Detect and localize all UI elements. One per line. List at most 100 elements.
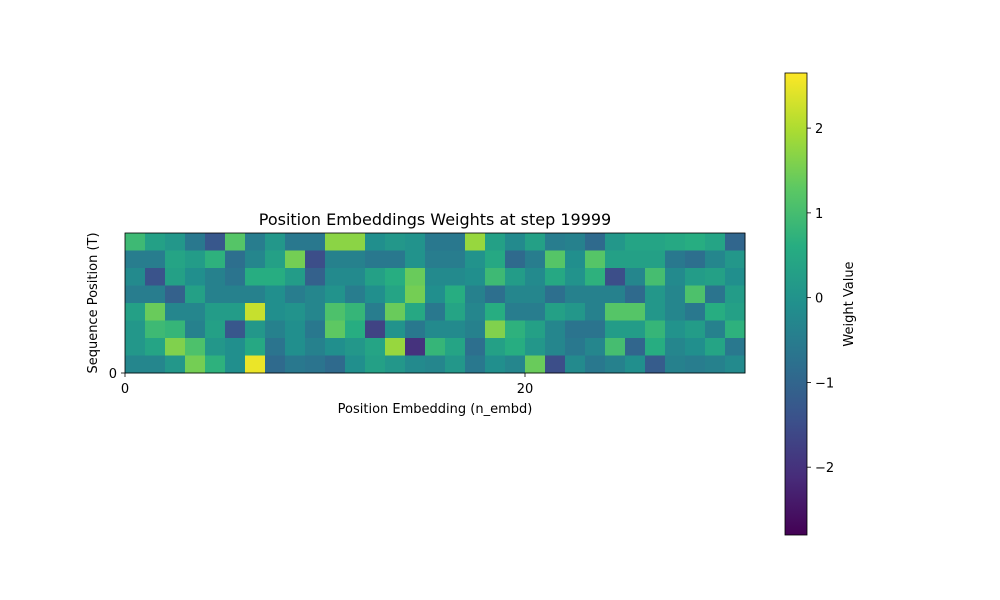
heatmap-cell [665, 320, 686, 339]
heatmap-cell [145, 303, 166, 321]
heatmap-cell [425, 250, 446, 269]
heatmap-cell [705, 320, 726, 339]
heatmap-cell [425, 268, 446, 286]
heatmap-cell [665, 303, 686, 321]
heatmap-cell [265, 303, 286, 321]
heatmap-cell [405, 338, 426, 356]
heatmap-cell [485, 233, 506, 251]
heatmap-cell [725, 338, 746, 356]
heatmap-cell [405, 320, 426, 339]
heatmap-cell [305, 355, 326, 374]
heatmap-cell [305, 285, 326, 304]
heatmap-cell [445, 338, 466, 356]
heatmap-cell [505, 303, 526, 321]
heatmap-cell [465, 233, 486, 251]
heatmap-cell [205, 338, 226, 356]
heatmap-cell [305, 250, 326, 269]
heatmap-cell [585, 268, 606, 286]
heatmap-cell [665, 338, 686, 356]
x-axis-label: Position Embedding (n_embd) [338, 402, 533, 417]
heatmap-cell [165, 303, 186, 321]
heatmap-cell [165, 250, 186, 269]
heatmap-cell [285, 303, 306, 321]
heatmap-cell [545, 303, 566, 321]
heatmap-cell [245, 250, 266, 269]
heatmap-cell [165, 338, 186, 356]
colorbar-label: Weight Value [842, 261, 857, 346]
heatmap-cell [225, 303, 246, 321]
x-axis: 0 20 [121, 373, 533, 397]
heatmap-cell [325, 285, 346, 304]
heatmap-cell [425, 233, 446, 251]
heatmap-cell [465, 250, 486, 269]
heatmap-cell [125, 355, 146, 374]
heatmap-cell [705, 233, 726, 251]
heatmap-cell [445, 320, 466, 339]
heatmap-cell [525, 250, 546, 269]
heatmap-cell [705, 285, 726, 304]
heatmap-cell [145, 285, 166, 304]
heatmap-cell [385, 268, 406, 286]
heatmap-cell [345, 233, 366, 251]
heatmap-cell [245, 285, 266, 304]
heatmap-cell [525, 338, 546, 356]
heatmap-cell [125, 338, 146, 356]
heatmap-cell [605, 338, 626, 356]
heatmap-cell [725, 233, 746, 251]
heatmap-cell [365, 250, 386, 269]
y-tick-label: 0 [109, 367, 117, 382]
heatmap-cell [445, 233, 466, 251]
heatmap-cell [625, 268, 646, 286]
heatmap-cell [665, 268, 686, 286]
colorbar-tick-label: 1 [815, 207, 823, 222]
heatmap-cell [405, 250, 426, 269]
heatmap-cell [505, 285, 526, 304]
heatmap-cell [185, 338, 206, 356]
heatmap-cell [245, 233, 266, 251]
heatmap-cell [245, 268, 266, 286]
heatmap-cell [385, 285, 406, 304]
heatmap-cell [145, 338, 166, 356]
heatmap-cell [445, 250, 466, 269]
heatmap-cell [425, 320, 446, 339]
heatmap-cell [605, 233, 626, 251]
heatmap-cell [565, 338, 586, 356]
heatmap-cell [465, 303, 486, 321]
heatmap-cell [505, 320, 526, 339]
colorbar-axis: −2 −1 0 1 2 [807, 122, 834, 476]
heatmap-cell [625, 303, 646, 321]
heatmap-cell [565, 285, 586, 304]
heatmap-cell [365, 338, 386, 356]
colorbar-tick-label: −2 [815, 461, 834, 476]
heatmap-cell [545, 268, 566, 286]
heatmap-cell [285, 320, 306, 339]
heatmap-cell [705, 268, 726, 286]
heatmap-cell [245, 338, 266, 356]
colorbar-tick-label: −1 [815, 376, 834, 391]
heatmap-cell [205, 355, 226, 374]
heatmap-cell [245, 303, 266, 321]
heatmap-cell [225, 355, 246, 374]
heatmap-cell [505, 250, 526, 269]
heatmap-cell [705, 250, 726, 269]
heatmap-cell [725, 303, 746, 321]
heatmap-cell [485, 355, 506, 374]
heatmap-cell [445, 303, 466, 321]
heatmap-cell [545, 285, 566, 304]
heatmap-cell [225, 320, 246, 339]
heatmap-cell [585, 355, 606, 374]
heatmap-cell [505, 338, 526, 356]
heatmap-cell [585, 285, 606, 304]
heatmap-cell [185, 303, 206, 321]
heatmap-cell [685, 233, 706, 251]
heatmap-cell [525, 268, 546, 286]
heatmap-cell [685, 320, 706, 339]
heatmap-cell [605, 355, 626, 374]
heatmap-cell [405, 303, 426, 321]
heatmap-cell [485, 320, 506, 339]
heatmap-cell [565, 320, 586, 339]
heatmap-cell [505, 355, 526, 374]
heatmap-cell [285, 268, 306, 286]
chart-title: Position Embeddings Weights at step 1999… [259, 210, 611, 229]
